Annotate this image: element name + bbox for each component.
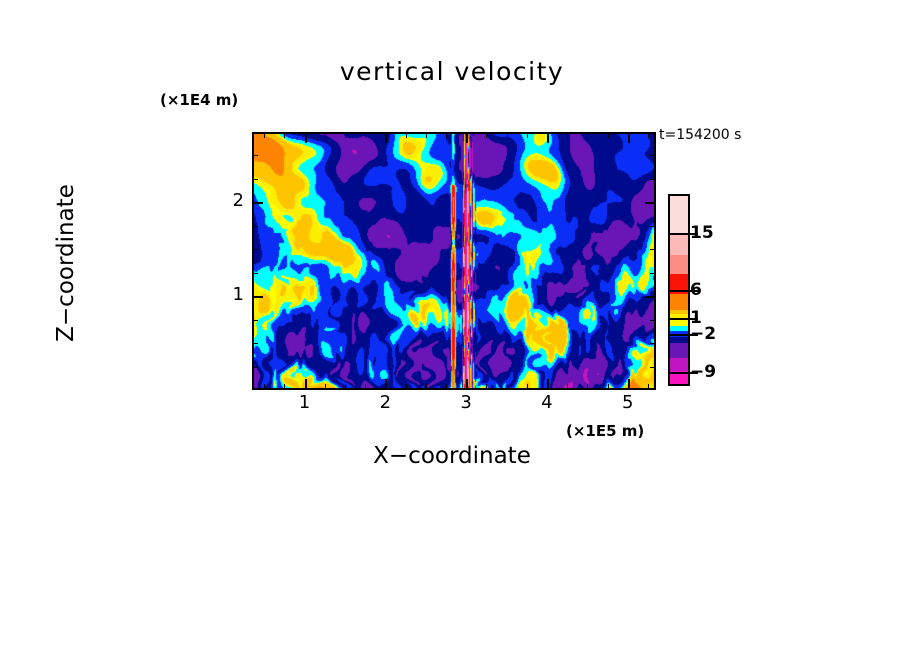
axis-tick bbox=[252, 272, 258, 274]
y-axis-tick-label: 1 bbox=[232, 284, 244, 306]
axis-tick bbox=[546, 132, 549, 143]
axis-tick bbox=[252, 225, 258, 227]
axis-tick bbox=[304, 379, 307, 390]
colorbar-tick-label: −2 bbox=[690, 324, 717, 344]
axis-tick bbox=[344, 384, 346, 390]
axis-tick bbox=[650, 155, 656, 157]
axis-tick bbox=[645, 202, 656, 205]
time-annotation: t=154200 s bbox=[659, 127, 742, 143]
x-axis-tick-label: 1 bbox=[298, 392, 311, 413]
axis-tick bbox=[405, 384, 407, 390]
axis-tick bbox=[445, 384, 447, 390]
colorbar-tick-label: 15 bbox=[690, 223, 714, 243]
axis-tick bbox=[425, 132, 427, 138]
axis-tick bbox=[650, 249, 656, 251]
colorbar-band bbox=[670, 309, 688, 315]
axis-tick bbox=[647, 384, 649, 390]
axis-tick bbox=[650, 343, 656, 345]
colorbar-tick-label: 1 bbox=[690, 308, 702, 328]
axis-tick bbox=[526, 132, 528, 138]
axis-tick bbox=[252, 202, 263, 205]
colorbar-tick bbox=[668, 318, 698, 320]
x-axis-tick-label: 4 bbox=[541, 392, 553, 413]
y-axis-units-label: (×1E4 m) bbox=[160, 91, 239, 109]
axis-tick bbox=[506, 384, 508, 390]
x-axis-title: X−coordinate bbox=[373, 443, 531, 469]
axis-tick bbox=[650, 272, 656, 274]
axis-tick bbox=[284, 384, 286, 390]
colorbar-band bbox=[670, 326, 688, 332]
chart-title: vertical velocity bbox=[339, 57, 565, 86]
y-axis-tick-label: 2 bbox=[232, 190, 244, 212]
axis-tick bbox=[264, 384, 266, 390]
axis-tick bbox=[385, 132, 388, 143]
colorbar-band bbox=[670, 371, 688, 384]
heatmap-plot-area bbox=[252, 132, 656, 390]
axis-tick bbox=[425, 384, 427, 390]
axis-tick bbox=[627, 379, 630, 390]
axis-tick bbox=[587, 132, 589, 138]
axis-tick bbox=[607, 132, 609, 138]
colorbar-tick bbox=[668, 334, 698, 336]
velocity-field-canvas bbox=[254, 134, 654, 388]
axis-tick bbox=[252, 296, 263, 299]
axis-tick bbox=[252, 366, 258, 368]
axis-tick bbox=[650, 178, 656, 180]
axis-tick bbox=[264, 132, 266, 138]
axis-tick bbox=[365, 384, 367, 390]
colorbar-band bbox=[670, 274, 688, 294]
axis-tick bbox=[546, 379, 549, 390]
colorbar-band bbox=[670, 358, 688, 372]
colorbar-tick-label: −9 bbox=[690, 362, 717, 382]
x-axis-tick-label: 3 bbox=[460, 392, 472, 413]
axis-tick bbox=[650, 225, 656, 227]
colorbar-band bbox=[670, 235, 688, 255]
axis-tick bbox=[344, 132, 346, 138]
axis-tick bbox=[385, 379, 388, 390]
axis-tick bbox=[365, 132, 367, 138]
axis-tick bbox=[405, 132, 407, 138]
axis-tick bbox=[567, 384, 569, 390]
x-axis-units-label: (×1E5 m) bbox=[566, 422, 645, 440]
colorbar-band bbox=[670, 320, 688, 327]
axis-tick bbox=[647, 132, 649, 138]
axis-tick bbox=[445, 132, 447, 138]
axis-tick bbox=[486, 132, 488, 138]
axis-tick bbox=[252, 178, 258, 180]
colorbar-band bbox=[670, 336, 688, 343]
axis-tick bbox=[627, 132, 630, 143]
axis-tick bbox=[466, 379, 469, 390]
x-axis-tick-label: 2 bbox=[379, 392, 392, 413]
axis-tick bbox=[284, 132, 286, 138]
axis-tick bbox=[526, 384, 528, 390]
colorbar-tick bbox=[668, 372, 698, 374]
axis-tick bbox=[650, 366, 656, 368]
colorbar-band bbox=[670, 314, 688, 321]
axis-tick bbox=[252, 319, 258, 321]
axis-tick bbox=[466, 132, 469, 143]
axis-tick bbox=[506, 132, 508, 138]
axis-tick bbox=[252, 249, 258, 251]
colorbar-tick-label: 6 bbox=[690, 280, 702, 300]
axis-tick bbox=[650, 319, 656, 321]
colorbar-band bbox=[670, 196, 688, 236]
y-axis-title: Z−coordinate bbox=[53, 184, 79, 342]
x-axis-tick-label: 5 bbox=[621, 392, 634, 413]
colorbar-band bbox=[670, 342, 688, 359]
axis-tick bbox=[304, 132, 307, 143]
axis-tick bbox=[486, 384, 488, 390]
axis-tick bbox=[567, 132, 569, 138]
axis-tick bbox=[587, 384, 589, 390]
axis-tick bbox=[252, 343, 258, 345]
axis-tick bbox=[607, 384, 609, 390]
colorbar-tick bbox=[668, 290, 698, 292]
axis-tick bbox=[324, 132, 326, 138]
colorbar-band bbox=[670, 254, 688, 275]
axis-tick bbox=[324, 384, 326, 390]
colorbar-band bbox=[670, 293, 688, 310]
axis-tick bbox=[645, 296, 656, 299]
axis-tick bbox=[252, 155, 258, 157]
colorbar-tick bbox=[668, 233, 698, 235]
